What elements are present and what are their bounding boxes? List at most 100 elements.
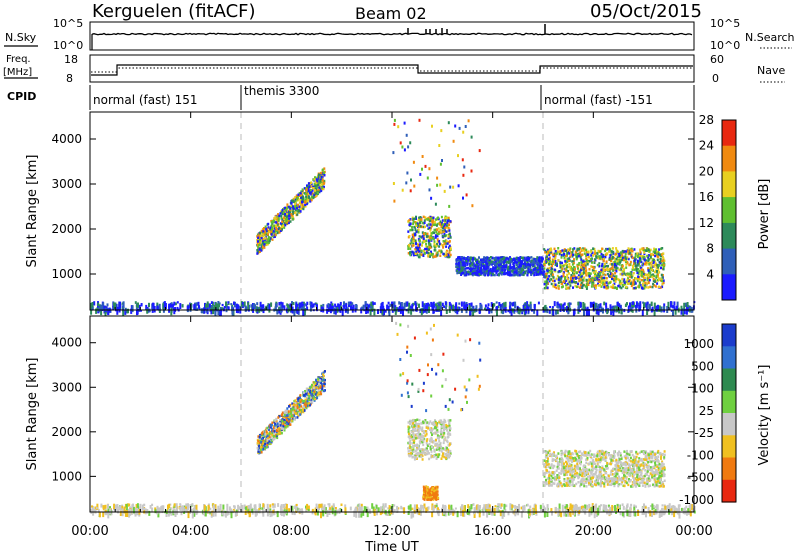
echo-cell (299, 210, 302, 213)
echo-cell (488, 273, 491, 276)
echo-cell (364, 301, 367, 305)
echo-cell (431, 124, 433, 128)
echo-cell (310, 398, 313, 402)
echo-cell (646, 261, 649, 264)
echo-cell (516, 259, 519, 262)
echo-cell (257, 240, 259, 243)
echo-cell (462, 257, 465, 261)
echo-cell (314, 180, 317, 184)
echo-cell (557, 287, 560, 290)
echo-cell (448, 249, 451, 253)
echo-cell (256, 243, 259, 247)
echo-cell (327, 307, 330, 311)
echo-cell (586, 263, 589, 266)
echo-cell (469, 261, 472, 265)
echo-cell (643, 287, 646, 290)
echo-cell (592, 270, 595, 273)
echo-cell (463, 257, 466, 260)
echo-cell (599, 256, 602, 260)
echo-cell (307, 392, 310, 396)
echo-cell (257, 441, 260, 444)
echo-cell (567, 257, 570, 260)
echo-cell (424, 247, 427, 251)
echo-cell (529, 264, 532, 268)
echo-cell (416, 253, 419, 257)
echo-cell (440, 223, 443, 227)
echo-cell (608, 256, 611, 260)
echo-cell (661, 285, 664, 289)
echo-cell (548, 310, 551, 314)
echo-cell (543, 264, 546, 267)
echo-cell (686, 305, 689, 310)
echo-cell (570, 276, 572, 279)
echo-cell (299, 411, 302, 414)
echo-cell (217, 301, 220, 305)
echo-cell (544, 275, 547, 278)
echo-cell (281, 222, 284, 226)
echo-cell (413, 226, 416, 229)
echo-cell (582, 268, 585, 271)
echo-cell (627, 274, 630, 277)
echo-cell (569, 284, 572, 287)
echo-cell (445, 251, 448, 254)
echo-cell (448, 232, 451, 235)
echo-cell (420, 218, 423, 221)
echo-cell (569, 268, 572, 271)
echo-cell (323, 389, 325, 393)
echo-cell (654, 285, 657, 288)
echo-cell (518, 262, 521, 265)
echo-cell (542, 273, 545, 276)
echo-cell (307, 404, 310, 408)
echo-cell (613, 275, 616, 278)
echo-cell (284, 212, 287, 216)
echo-cell (630, 249, 633, 252)
echo-cell (321, 186, 324, 189)
echo-cell (427, 239, 430, 242)
echo-cell (198, 305, 200, 309)
echo-cell (266, 233, 269, 236)
echo-cell (408, 219, 411, 222)
echo-cell (466, 259, 469, 262)
echo-cell (613, 277, 616, 280)
echo-cell (422, 235, 425, 238)
echo-cell (640, 260, 643, 264)
echo-cell (471, 272, 474, 275)
echo-cell (571, 277, 574, 280)
echo-cell (322, 187, 325, 191)
echo-cell (463, 261, 466, 265)
echo-cell (513, 269, 516, 272)
echo-cell (520, 273, 523, 276)
echo-cell (280, 301, 283, 305)
echo-cell (193, 303, 196, 311)
echo-cell (538, 267, 541, 270)
echo-cell (652, 277, 655, 281)
echo-cell (413, 184, 416, 188)
echo-cell (561, 249, 564, 252)
echo-cell (499, 270, 502, 274)
echo-cell (588, 273, 591, 277)
echo-cell (602, 279, 605, 282)
echo-cell (553, 279, 556, 283)
echo-cell (556, 301, 559, 306)
echo-cell (680, 309, 683, 315)
echo-cell (545, 286, 548, 290)
echo-cell (634, 261, 637, 265)
echo-cell (582, 260, 585, 263)
echo-cell (569, 265, 572, 269)
echo-cell (438, 245, 441, 248)
echo-cell (421, 231, 424, 234)
echo-cell (113, 302, 116, 309)
echo-cell (618, 303, 621, 307)
echo-cell (662, 281, 665, 285)
echo-cell (305, 188, 308, 191)
echo-cell (559, 266, 562, 269)
echo-cell (602, 268, 605, 272)
echo-cell (548, 266, 551, 270)
echo-cell (439, 441, 442, 445)
echo-cell (440, 231, 443, 234)
echo-cell (267, 303, 270, 308)
echo-cell (287, 205, 290, 209)
echo-cell (637, 302, 640, 307)
freq-tick-top-left: 18 (64, 53, 78, 66)
nsky-trace-line (91, 32, 693, 36)
